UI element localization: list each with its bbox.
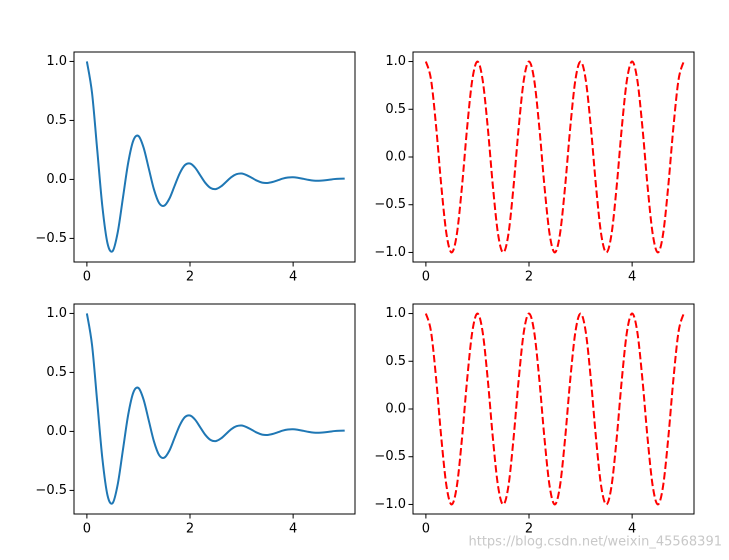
x-tick-label: 2 [525, 270, 533, 285]
y-tick-label: 0.5 [46, 365, 67, 380]
y-tick-label: −1.0 [374, 245, 406, 260]
subplot: 0 2 4 −0.5 0.0 0.5 1.0 [35, 51, 356, 285]
x-tick-label: 2 [525, 522, 533, 537]
x-tick-label: 2 [186, 270, 194, 285]
subplot: 0 2 4 −0.5 0.0 0.5 1.0 [35, 303, 356, 537]
y-tick-label: 1.0 [46, 306, 67, 321]
x-tick-label: 4 [628, 270, 636, 285]
y-tick-label: 0.5 [385, 354, 406, 369]
y-tick-label: 0.0 [46, 424, 67, 439]
x-tick-label: 4 [289, 522, 297, 537]
data-line [424, 60, 685, 254]
subplot: 0 2 4 −1.0 −0.5 0.0 0.5 1.0 [374, 303, 695, 537]
subplot: 0 2 4 −1.0 −0.5 0.0 0.5 1.0 [374, 51, 695, 285]
y-tick-label: 0.5 [385, 102, 406, 117]
x-tick-label: 0 [422, 522, 430, 537]
x-tick-label: 2 [186, 522, 194, 537]
y-tick-label: 0.5 [46, 113, 67, 128]
y-tick-label: 1.0 [46, 54, 67, 69]
y-tick-label: −0.5 [35, 483, 67, 498]
axes-frame [73, 303, 356, 515]
y-tick-label: 1.0 [385, 54, 406, 69]
y-tick-label: 0.0 [385, 150, 406, 165]
y-tick-label: −1.0 [374, 497, 406, 512]
plot-area [85, 61, 345, 253]
y-tick-label: −0.5 [35, 231, 67, 246]
x-tick-label: 4 [289, 270, 297, 285]
x-tick-label: 0 [422, 270, 430, 285]
data-line [85, 61, 345, 253]
axes-frame [73, 51, 356, 263]
x-tick-label: 0 [83, 522, 91, 537]
data-line [424, 312, 685, 506]
x-tick-label: 0 [83, 270, 91, 285]
watermark: https://blog.csdn.net/weixin_45568391 [468, 535, 722, 550]
y-tick-label: 0.0 [385, 402, 406, 417]
plot-area [424, 312, 685, 506]
y-tick-label: 1.0 [385, 306, 406, 321]
y-tick-label: 0.0 [46, 172, 67, 187]
y-tick-label: −0.5 [374, 449, 406, 464]
plot-area [424, 60, 685, 254]
x-tick-label: 4 [628, 522, 636, 537]
plot-area [85, 313, 345, 505]
y-tick-label: −0.5 [374, 197, 406, 212]
data-line [85, 313, 345, 505]
